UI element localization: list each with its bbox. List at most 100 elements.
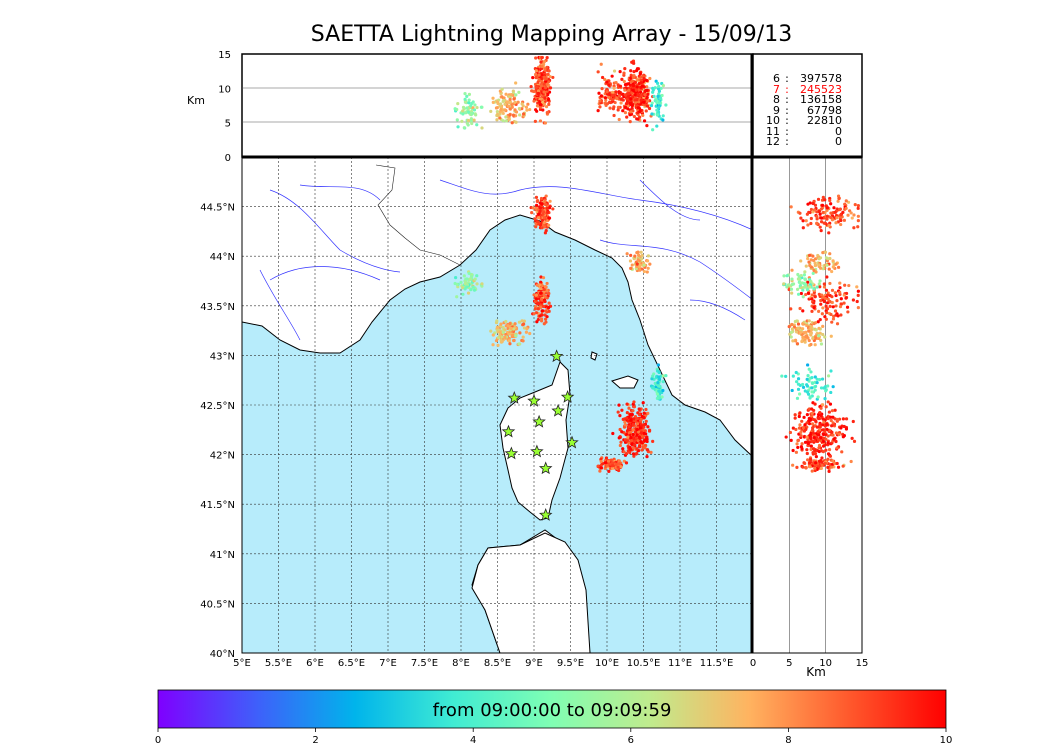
side-altitude-point [793, 338, 798, 342]
side-altitude-point [805, 435, 809, 439]
side-altitude-point [805, 413, 809, 417]
lightning-point [455, 295, 459, 299]
altitude-point [540, 64, 544, 69]
map-x-tick-label: 7.5°E [411, 658, 438, 669]
altitude-point [465, 94, 469, 98]
lightning-point [611, 464, 615, 468]
side-altitude-point [821, 432, 826, 437]
lightning-point [631, 432, 635, 437]
side-altitude-point [830, 465, 834, 469]
side-altitude-point [830, 300, 834, 305]
side-altitude-point [790, 268, 794, 272]
lightning-point [632, 439, 637, 443]
lightning-point [642, 269, 646, 274]
lightning-point [489, 329, 493, 333]
lightning-point [611, 431, 615, 436]
altitude-point [539, 84, 544, 88]
side-tick-labels: 0 5 10 15 [750, 658, 869, 669]
lightning-point [627, 425, 631, 429]
side-altitude-point [791, 426, 795, 430]
side-altitude-point [812, 208, 816, 212]
lightning-point [538, 314, 542, 318]
side-altitude-point [820, 463, 824, 467]
lightning-point [640, 448, 644, 452]
altitude-point [503, 108, 507, 112]
stats-panel-frame [752, 53, 863, 158]
side-altitude-point [836, 199, 840, 203]
side-altitude-point [815, 425, 819, 429]
lightning-point [509, 326, 513, 330]
side-altitude-point [824, 405, 828, 409]
side-altitude-point [831, 305, 835, 309]
altitude-point [503, 102, 507, 106]
altitude-point [470, 111, 474, 115]
lightning-point [620, 408, 624, 412]
side-altitude-point [822, 285, 827, 289]
side-altitude-point [814, 328, 818, 332]
lightning-point [648, 262, 652, 266]
lightning-point [599, 466, 604, 470]
altitude-point [614, 81, 618, 85]
lightning-point [534, 195, 539, 199]
altitude-point [611, 90, 615, 94]
side-altitude-point [795, 342, 800, 346]
side-altitude-point [811, 431, 815, 435]
lightning-point [521, 339, 525, 343]
lightning-point [535, 203, 539, 207]
lightning-point [463, 280, 468, 284]
lightning-point [625, 439, 629, 443]
rivers [259, 179, 753, 341]
side-altitude-point [806, 363, 810, 367]
lightning-point [635, 427, 639, 432]
station-star-icon [504, 446, 519, 460]
altitude-point [543, 96, 547, 100]
station-star-icon [538, 461, 553, 475]
altitude-point [631, 76, 635, 80]
lightning-point [635, 416, 639, 421]
altitude-point [540, 55, 544, 60]
side-altitude-point [819, 302, 823, 306]
side-altitude-point [816, 197, 821, 201]
side-altitude-point [807, 461, 812, 465]
altitude-point [532, 89, 536, 94]
side-altitude-point [808, 457, 813, 461]
lightning-point [616, 465, 620, 469]
altitude-point [462, 126, 466, 130]
altitude-point [499, 108, 503, 112]
lightning-point [495, 325, 500, 329]
lightning-point [504, 332, 508, 337]
side-altitude-point [803, 423, 807, 427]
lightning-point [475, 274, 479, 278]
map-y-tick-label: 41.5°N [200, 500, 235, 511]
altitude-point [605, 80, 609, 84]
side-altitude-point [813, 466, 817, 470]
altitude-point [612, 86, 616, 90]
altitude-point [536, 80, 540, 85]
station-count-row: 9: 67798 [758, 105, 846, 117]
altitude-point [542, 90, 546, 94]
side-altitude-point [818, 410, 822, 415]
side-altitude-point [830, 320, 834, 324]
lightning-point [540, 317, 544, 321]
lightning-point [634, 434, 639, 438]
altitude-point [534, 85, 539, 89]
side-altitude-point [805, 288, 810, 292]
station-count-stations: 12 [766, 135, 780, 148]
lightning-point [536, 216, 541, 220]
side-altitude-point [789, 330, 794, 334]
map-x-tick-label: 10.5°E [627, 658, 661, 669]
side-altitude-point [819, 266, 823, 270]
altitude-point [508, 97, 512, 101]
lightning-point [635, 422, 640, 426]
side-altitude-point [839, 222, 843, 227]
side-altitude-point [824, 448, 828, 452]
altitude-point [535, 109, 539, 113]
altitude-point [645, 124, 649, 128]
side-altitude-point [844, 199, 848, 203]
side-altitude-point [822, 299, 826, 304]
altitude-point [634, 88, 638, 92]
altitude-point [629, 76, 633, 80]
altitude-point [651, 90, 655, 94]
side-altitude-point [812, 447, 816, 451]
lightning-point [540, 226, 544, 230]
